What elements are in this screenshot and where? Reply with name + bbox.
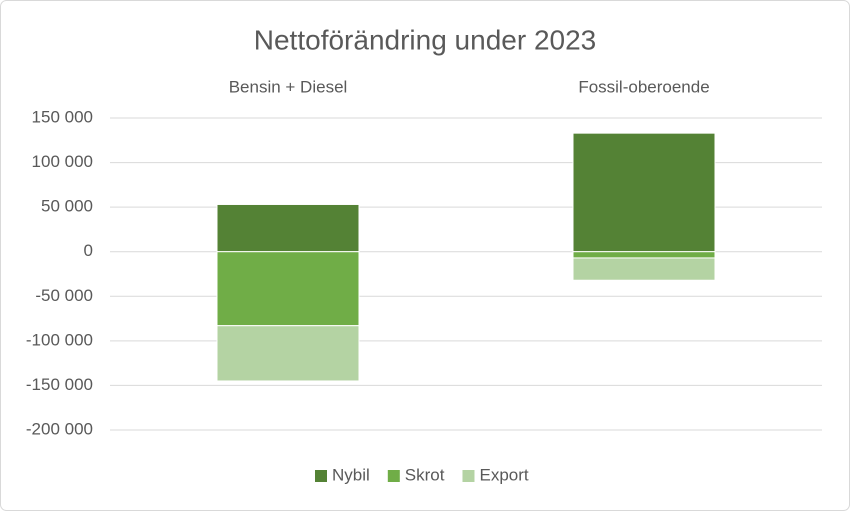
bar-segment	[216, 325, 360, 382]
chart-title: Nettoförändring under 2023	[254, 24, 596, 55]
legend-label: Export	[479, 465, 528, 484]
y-tick-label: -150 000	[26, 375, 93, 394]
y-tick-label: 50 000	[41, 197, 93, 216]
y-tick-label: -200 000	[26, 419, 93, 438]
category-label: Bensin + Diesel	[229, 77, 348, 96]
legend-swatch	[462, 470, 475, 482]
legend-label: Nybil	[332, 465, 370, 484]
legend-swatch	[387, 470, 400, 482]
legend-label: Skrot	[405, 465, 445, 484]
y-tick-label: 100 000	[32, 152, 93, 171]
y-tick-label: 150 000	[32, 107, 93, 126]
category-label: Fossil-oberoende	[578, 77, 709, 96]
y-tick-label: -50 000	[35, 286, 93, 305]
bar-segment	[572, 251, 716, 259]
y-tick-label: -100 000	[26, 330, 93, 349]
legend-swatch	[315, 470, 327, 482]
bar-segment	[572, 132, 716, 253]
bar-segment	[572, 257, 716, 281]
y-tick-label: 0	[84, 241, 93, 260]
bar-segment	[216, 251, 360, 327]
bar-segment	[216, 203, 360, 253]
